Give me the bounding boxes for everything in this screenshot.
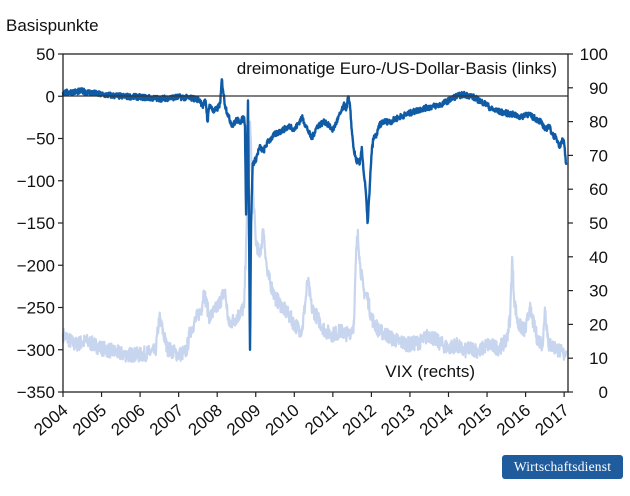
x-tick-label: 2016 [493,401,534,440]
right-tick-label: 70 [589,146,608,165]
x-tick-label: 2015 [454,401,495,440]
x-tick-label: 2011 [301,401,341,439]
left-tick-label: −350 [17,383,55,402]
right-tick-label: 0 [599,383,608,402]
left-tick-label: −200 [17,256,55,275]
right-tick-label: 40 [589,248,608,267]
x-tick-label: 2014 [416,401,457,440]
publisher-logo: Wirtschaftsdienst [502,455,623,479]
x-tick-label: 2017 [532,401,573,440]
left-tick-label: 0 [46,87,55,106]
left-tick-label: −150 [17,214,55,233]
left-axis-title: Basispunkte [6,16,99,35]
x-tick-label: 2006 [107,401,148,440]
x-tick-label: 2008 [185,401,226,440]
x-tick-label: 2004 [30,401,71,440]
x-axis: 2004200520062007200820092010201120122013… [30,392,573,440]
x-tick-label: 2013 [377,401,418,440]
basis-series-label: dreimonatige Euro-/US-Dollar-Basis (link… [237,59,557,78]
right-tick-label: 60 [589,180,608,199]
x-tick-label: 2005 [69,401,110,440]
x-tick-label: 2010 [262,401,303,440]
left-tick-label: −250 [17,299,55,318]
left-tick-label: 50 [36,45,55,64]
vix-series-label: VIX (rechts) [385,362,475,381]
left-tick-label: −100 [17,172,55,191]
plot-area [61,53,569,393]
right-tick-label: 100 [580,45,608,64]
right-tick-label: 30 [589,282,608,301]
left-tick-label: −300 [17,341,55,360]
right-tick-label: 50 [589,214,608,233]
x-tick-label: 2012 [339,401,380,440]
x-tick-label: 2007 [146,401,187,440]
vix-series-line [61,120,568,363]
right-tick-label: 90 [589,79,608,98]
vix-layer [61,120,568,363]
basis-series-line [61,78,568,351]
left-tick-label: −50 [26,130,55,149]
right-tick-label: 20 [589,315,608,334]
left-axis: 50 0 −50 −100 −150 −200 −250 −300 −350 [17,45,63,402]
right-tick-label: 10 [589,349,608,368]
right-tick-label: 80 [589,113,608,132]
x-tick-label: 2009 [223,401,264,440]
basis-layer [61,78,568,351]
